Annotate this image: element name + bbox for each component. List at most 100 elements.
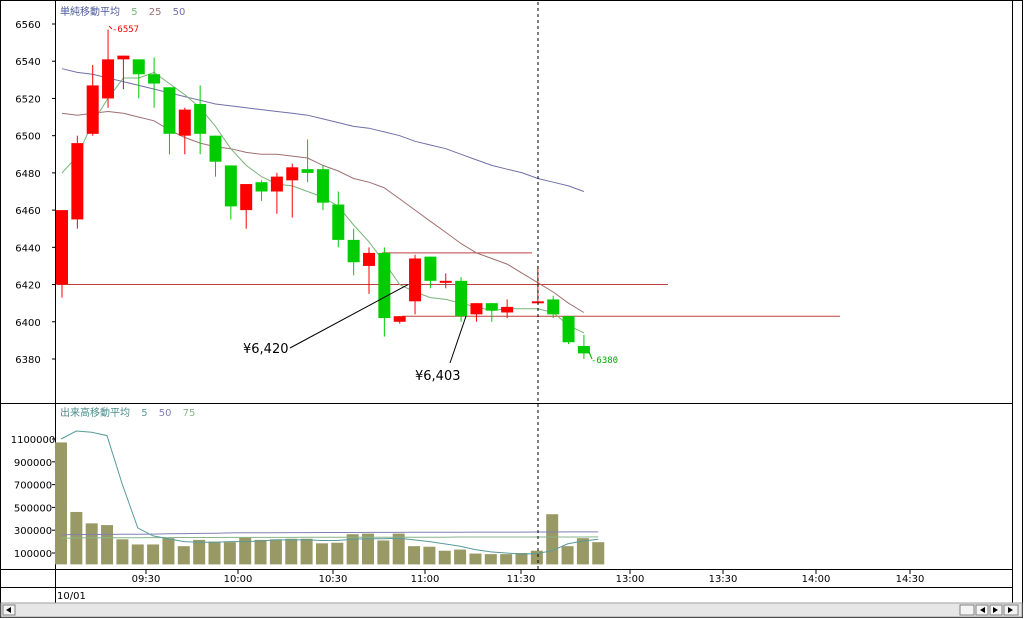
- x-tick-label: 11:00: [411, 574, 440, 585]
- volume-bar: [592, 542, 605, 565]
- price-tick-label: 6480: [15, 169, 40, 180]
- volume-bar: [177, 546, 190, 565]
- volume-bar: [484, 554, 497, 565]
- x-tick-label: 10:00: [224, 574, 253, 585]
- volume-bar: [515, 553, 528, 565]
- candle-down: [316, 169, 329, 203]
- volume-bar: [55, 442, 67, 565]
- price-tick-label: 6380: [15, 355, 40, 366]
- candle-down: [378, 252, 391, 319]
- vma5-line: [60, 430, 599, 555]
- volume-bar: [576, 538, 589, 565]
- volume-bar: [561, 546, 574, 565]
- candle-up: [102, 59, 115, 99]
- volume-bar: [254, 539, 267, 565]
- volume-tick-label: 1100000: [11, 435, 56, 446]
- volume-bar: [362, 533, 374, 565]
- candle-up: [286, 167, 299, 181]
- annotation-price-6403: ¥6,403: [415, 369, 461, 384]
- volume-legend-vma75: 75: [183, 408, 196, 419]
- price-tick-label: 6500: [15, 132, 40, 143]
- candle-up: [393, 316, 406, 322]
- annotation-leader-6403: [449, 316, 467, 364]
- price-tick-label: 6400: [15, 318, 40, 329]
- volume-bar: [331, 542, 344, 565]
- volume-bar: [285, 538, 298, 565]
- vma75-line: [60, 536, 599, 539]
- price-legend-ma25: 25: [149, 7, 162, 18]
- candle-down: [148, 74, 161, 84]
- price-legend-label: 単純移動平均: [60, 5, 120, 18]
- candle-up: [71, 143, 84, 220]
- candle-down: [332, 204, 345, 240]
- candle-up: [56, 210, 68, 285]
- candle-up: [470, 303, 483, 315]
- volume-bar: [131, 544, 144, 565]
- candle-down: [224, 165, 237, 207]
- volume-tick-label: 700000: [14, 481, 52, 492]
- high-marker-leader: [108, 25, 113, 30]
- price-tick-label: 6440: [15, 243, 40, 254]
- volume-bar: [346, 534, 359, 565]
- x-tick-label: 14:30: [896, 574, 925, 585]
- annotation-leader-6420: [289, 284, 409, 349]
- volume-bar: [269, 539, 282, 565]
- candle-down: [562, 316, 575, 343]
- arrow-right-small-icon: [993, 607, 998, 613]
- x-tick-label: 09:30: [132, 574, 161, 585]
- scrollbar-thumb[interactable]: [959, 604, 975, 616]
- candle-down: [194, 104, 207, 134]
- candle-down: [347, 239, 360, 263]
- candle-down: [424, 256, 437, 281]
- volume-tick-label: 300000: [14, 526, 52, 537]
- candle-down: [209, 135, 222, 162]
- price-tick-label: 6520: [15, 94, 40, 105]
- volume-bar: [193, 539, 206, 565]
- arrow-left-icon: [6, 607, 11, 613]
- chart-marks: 09:30 10:00 10:30 11:00 11:30 13:00 13:30 14:00…: [11, 2, 925, 585]
- candle-down: [255, 182, 268, 192]
- candle-up: [240, 184, 253, 211]
- volume-bar: [377, 540, 390, 565]
- volume-legend-vma5: 5: [141, 408, 147, 419]
- high-price-label: -6557: [112, 25, 139, 35]
- volume-legend-vma50: 50: [159, 408, 172, 419]
- volume-bar: [223, 542, 236, 565]
- volume-bar: [423, 546, 436, 565]
- volume-bar: [438, 550, 451, 565]
- volume-bar: [454, 549, 467, 565]
- volume-bar: [500, 554, 513, 565]
- low-marker-leader: [588, 351, 593, 360]
- volume-bar: [101, 525, 114, 565]
- scrollbar-track[interactable]: [0, 602, 1023, 618]
- candle-down: [577, 345, 590, 354]
- volume-bar: [85, 523, 98, 565]
- volume-legend-label: 出来高移動平均: [60, 406, 130, 419]
- low-price-label: -6380: [591, 356, 618, 366]
- candle-up: [501, 306, 514, 313]
- volume-bar: [147, 544, 160, 565]
- candle-down: [132, 59, 145, 75]
- candle-down: [301, 169, 314, 173]
- volume-tick-label: 100000: [14, 549, 52, 560]
- horizontal-scrollbar[interactable]: [0, 602, 1023, 618]
- candle-down: [547, 299, 560, 315]
- volume-bar: [239, 537, 252, 565]
- candle-down: [163, 87, 176, 134]
- volume-bar: [300, 538, 313, 565]
- price-tick-label: 6460: [15, 206, 40, 217]
- volume-legend: 出来高移動平均 5 50 75: [60, 406, 195, 419]
- candle-up: [439, 280, 452, 283]
- candle-down: [485, 303, 498, 311]
- x-tick-label: 10:30: [319, 574, 348, 585]
- candle-up: [363, 252, 375, 266]
- volume-bar: [116, 539, 129, 565]
- arrow-right-icon: [1008, 607, 1013, 613]
- candle-down: [455, 280, 468, 317]
- date-label: 10/01: [57, 591, 86, 602]
- volume-bar: [408, 546, 421, 565]
- ma25-line: [61, 110, 585, 313]
- ma50-line: [61, 68, 585, 192]
